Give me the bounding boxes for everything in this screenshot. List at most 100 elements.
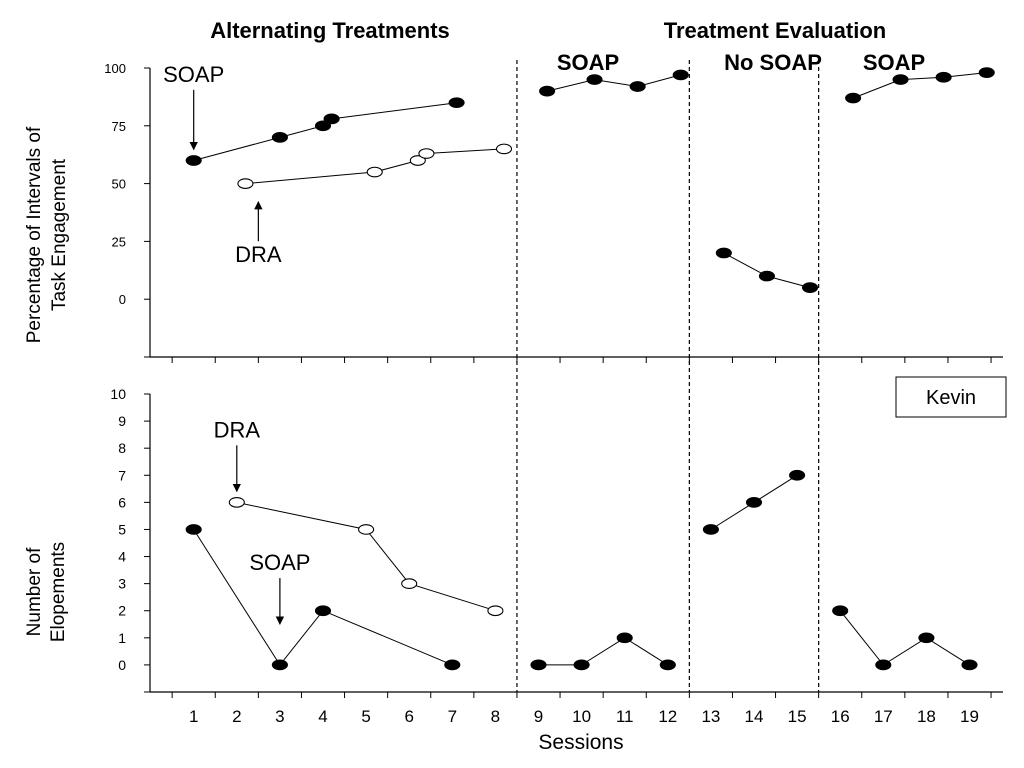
panel2-soap-line [193, 529, 453, 666]
panel1-soap-point [586, 74, 603, 85]
panel1-soap-point [629, 81, 646, 92]
panel1-y-tick-label: 50 [112, 177, 126, 192]
panel2-soap-line [839, 610, 970, 666]
panel1-soap-point [323, 113, 340, 125]
panel2-x-tick-label: 11 [616, 707, 634, 726]
panel2-x-tick-label: 6 [404, 707, 413, 726]
panel2-y-tick-label: 2 [118, 603, 126, 619]
panel2-y-tick-label: 7 [118, 467, 126, 483]
panel1-soap-line [193, 125, 324, 161]
panel2-x-tick-label: 7 [448, 707, 457, 726]
panel1-soap-point [672, 69, 689, 81]
panel1-soap-point [185, 155, 202, 166]
panel2-dra-point [358, 524, 375, 535]
panel2-x-tick-label: 15 [788, 707, 807, 726]
panel1-soap-line [331, 102, 457, 120]
panel2-soap-point [185, 524, 202, 535]
panel1-dra-point [418, 148, 435, 159]
panel2-soap-point [918, 632, 935, 644]
panel2-x-tick-label: 1 [189, 707, 198, 726]
panel2-x-tick-label: 2 [232, 707, 241, 726]
panel2-soap-point [659, 659, 676, 671]
panel2-y-tick-label: 0 [118, 657, 126, 673]
panel1-annotation-dra: DRA [235, 242, 282, 267]
panel2-dra-line [236, 501, 496, 612]
panel1-y-axis-label: Percentage of Intervals of [24, 126, 45, 343]
panel1-y-tick-label: 100 [104, 61, 126, 76]
panel2-x-tick-label: 3 [275, 707, 284, 726]
panel2-x-tick-label: 4 [318, 707, 327, 726]
legend-box [895, 376, 1007, 418]
panel1-dra-point [409, 155, 426, 166]
panel2-y-axis-label: Elopements [48, 542, 69, 642]
panel2-soap-line [538, 637, 669, 666]
panel1-soap-point [978, 67, 995, 78]
legend-box-label: Kevin [926, 387, 976, 409]
panel2-y-tick-label: 1 [118, 630, 126, 646]
panel1-dra-point [366, 166, 383, 178]
panel2-soap-point [314, 605, 332, 617]
panel2-y-axis-label: Number of [24, 547, 45, 636]
panel2-annotation-dra: DRA [214, 417, 261, 442]
panel2-y-tick-label: 8 [118, 440, 126, 456]
panel1-soap-point [271, 132, 288, 143]
panel2-y-tick-label: 9 [118, 413, 126, 429]
panel2-x-tick-label: 5 [361, 707, 370, 726]
panel1-dra-point [495, 143, 513, 155]
phase-label: SOAP [557, 50, 619, 75]
panel2-y-tick-label: 3 [118, 576, 126, 592]
panel2-soap-point [961, 659, 978, 671]
panel1-dra-point [237, 178, 254, 189]
panel1-no-soap-point [801, 282, 819, 293]
panel1-dra-line [245, 160, 418, 185]
panel1-no-soap-line [723, 252, 811, 289]
panel1-soap-point [539, 85, 556, 97]
panel2-y-tick-label: 10 [110, 386, 126, 402]
panel1-no-soap-point [758, 270, 775, 282]
panel2-x-tick-label: 14 [745, 707, 764, 726]
panel1-y-tick-label: 75 [112, 119, 126, 134]
panel2-x-tick-label: 18 [917, 707, 936, 726]
phase-header: Treatment Evaluation [664, 18, 887, 43]
panel2-soap-point [271, 659, 288, 671]
panel2-no-soap-point [745, 497, 763, 508]
panel2-x-tick-label: 13 [701, 707, 720, 726]
panel1-soap-line [546, 74, 681, 92]
panel1-y-axis-label: Task Engagement [49, 158, 70, 311]
panel2-x-tick-label: 12 [658, 707, 677, 726]
panel1-soap-point [935, 71, 952, 83]
panel2-x-tick-label: 16 [831, 707, 850, 726]
panel2-soap-point [530, 659, 547, 671]
panel1-annotation-soap: SOAP [163, 62, 224, 87]
panel2-x-tick-label: 10 [572, 707, 591, 726]
panel2-soap-point [875, 659, 892, 671]
panel1-dra-line [426, 148, 505, 154]
panel1-soap-point [448, 97, 465, 109]
panel2-dra-point [401, 578, 418, 589]
panel1-y-tick-label: 0 [119, 292, 126, 307]
panel1-soap-line [852, 72, 987, 99]
panel1-soap-point [892, 74, 909, 85]
panel1-y-tick-label: 25 [112, 234, 126, 249]
panel1-soap-point [845, 92, 862, 104]
panel2-x-tick-label: 8 [491, 707, 500, 726]
phase-label: No SOAP [724, 50, 822, 75]
panel2-x-tick-label: 17 [874, 707, 893, 726]
panel2-y-tick-label: 6 [118, 494, 126, 510]
panel2-y-tick-label: 5 [118, 521, 126, 537]
x-axis-label: Sessions [538, 731, 623, 754]
panel2-dra-point [487, 605, 504, 617]
panel2-dra-point [228, 497, 245, 508]
panel2-no-soap-point [789, 469, 806, 481]
panel1-no-soap-point [715, 247, 732, 259]
panel2-no-soap-point [702, 524, 719, 535]
phase-header: Alternating Treatments [210, 18, 450, 43]
panel2-soap-point [573, 659, 590, 671]
phase-label: SOAP [863, 50, 925, 75]
panel2-annotation-soap: SOAP [249, 550, 310, 575]
panel2-x-tick-label: 9 [534, 707, 543, 726]
panel2-x-tick-label: 19 [960, 707, 979, 726]
panel1-soap-point [314, 120, 332, 132]
panel2-soap-point [444, 659, 461, 671]
